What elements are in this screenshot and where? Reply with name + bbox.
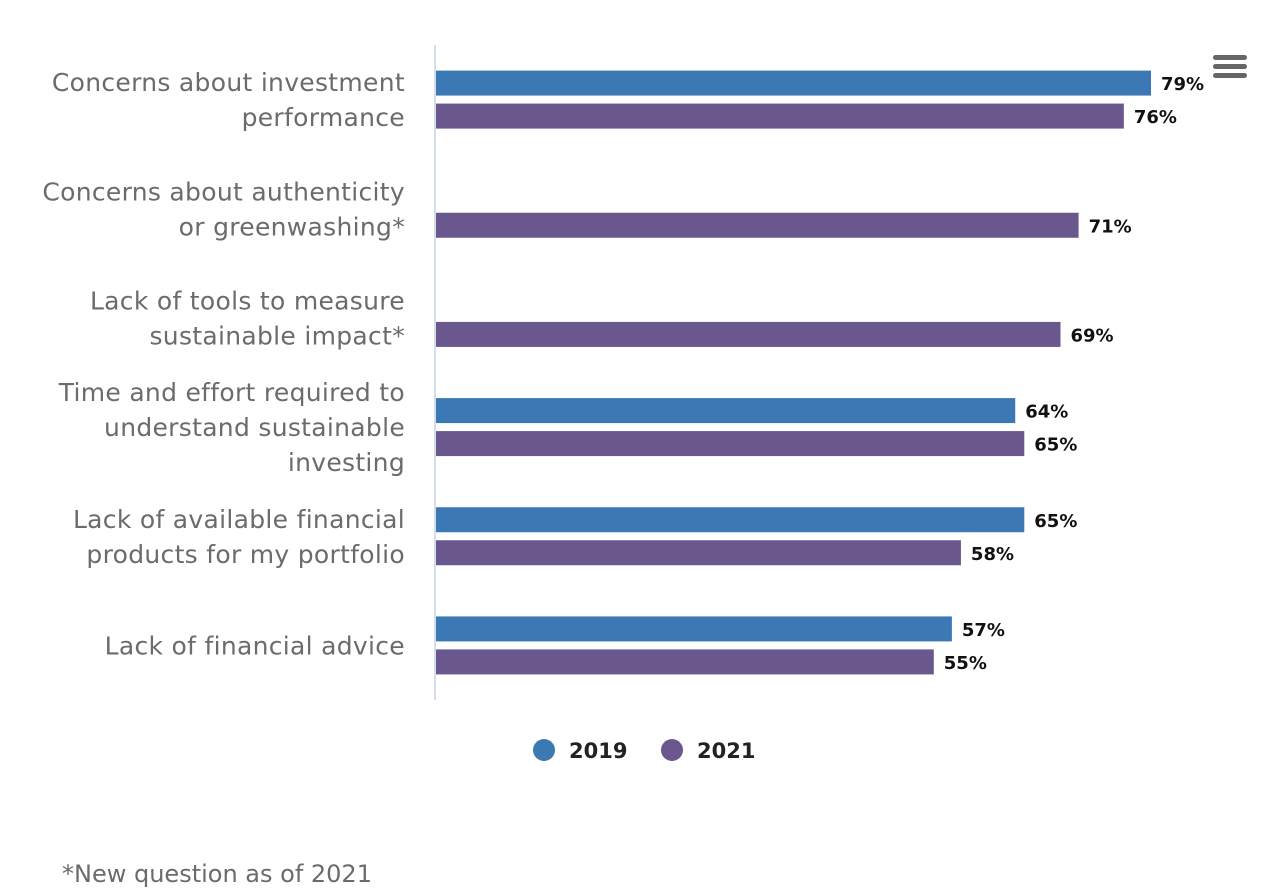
bar-2021 [436, 103, 1124, 129]
legend-marker [533, 739, 555, 761]
data-label-2021: 71% [1089, 216, 1132, 237]
menu-line [1213, 55, 1247, 60]
bar-2019 [436, 70, 1151, 96]
category-label: Concerns about investment performance [52, 68, 405, 132]
chart-menu-button[interactable] [1210, 50, 1250, 84]
menu-line [1213, 64, 1247, 69]
bar-2021 [436, 431, 1025, 457]
legend-item-2021[interactable]: 2021 [661, 739, 755, 763]
category-label-line: Concerns about investment [52, 68, 405, 97]
category-label-line: Lack of financial advice [105, 631, 405, 660]
legend-label: 2019 [569, 739, 627, 763]
category-label: Lack of financial advice [105, 631, 405, 660]
category-label-line: or greenwashing* [179, 212, 405, 241]
bar-2021 [436, 649, 934, 675]
data-label-2021: 76% [1134, 107, 1177, 128]
data-label-2021: 55% [944, 653, 987, 674]
data-label-2019: 65% [1034, 511, 1077, 532]
menu-line [1213, 73, 1247, 78]
category-label: Lack of tools to measure sustainable impa… [90, 286, 405, 350]
footnote: *New question as of 2021 [62, 860, 372, 888]
category-label-line: investing [288, 448, 405, 477]
category-label-line: Time and effort required to [58, 378, 405, 407]
category-label: Time and effort required to understand su… [58, 378, 405, 477]
bar-2021 [436, 212, 1079, 238]
data-label-2021: 65% [1034, 435, 1077, 456]
category-label-line: performance [242, 103, 405, 132]
data-label-2019: 57% [962, 620, 1005, 641]
category-label: Concerns about authenticity or greenwashi… [42, 177, 405, 241]
bar-2019 [436, 616, 952, 642]
bar-2021 [436, 540, 961, 566]
category-label-line: Concerns about authenticity [42, 177, 405, 206]
category-label: Lack of available financial products for … [73, 505, 405, 569]
data-label-2021: 69% [1070, 325, 1113, 346]
bar-2021 [436, 321, 1061, 347]
category-label-line: understand sustainable [104, 413, 405, 442]
legend-label: 2021 [697, 739, 755, 763]
data-label-2019: 79% [1161, 74, 1204, 95]
legend-item-2019[interactable]: 2019 [533, 739, 627, 763]
legend-marker [661, 739, 683, 761]
data-label-2021: 58% [971, 544, 1014, 565]
bar-2019 [436, 507, 1025, 533]
category-label-line: sustainable impact* [149, 321, 405, 350]
category-label-line: Lack of tools to measure [90, 286, 405, 315]
category-label-line: Lack of available financial [73, 505, 405, 534]
plot-area: Concerns about investment performance 79% 7… [42, 45, 1204, 700]
bar-2019 [436, 398, 1016, 424]
category-label-line: products for my portfolio [86, 540, 405, 569]
data-label-2019: 64% [1025, 402, 1068, 423]
legend: 2019 2021 [533, 739, 755, 763]
